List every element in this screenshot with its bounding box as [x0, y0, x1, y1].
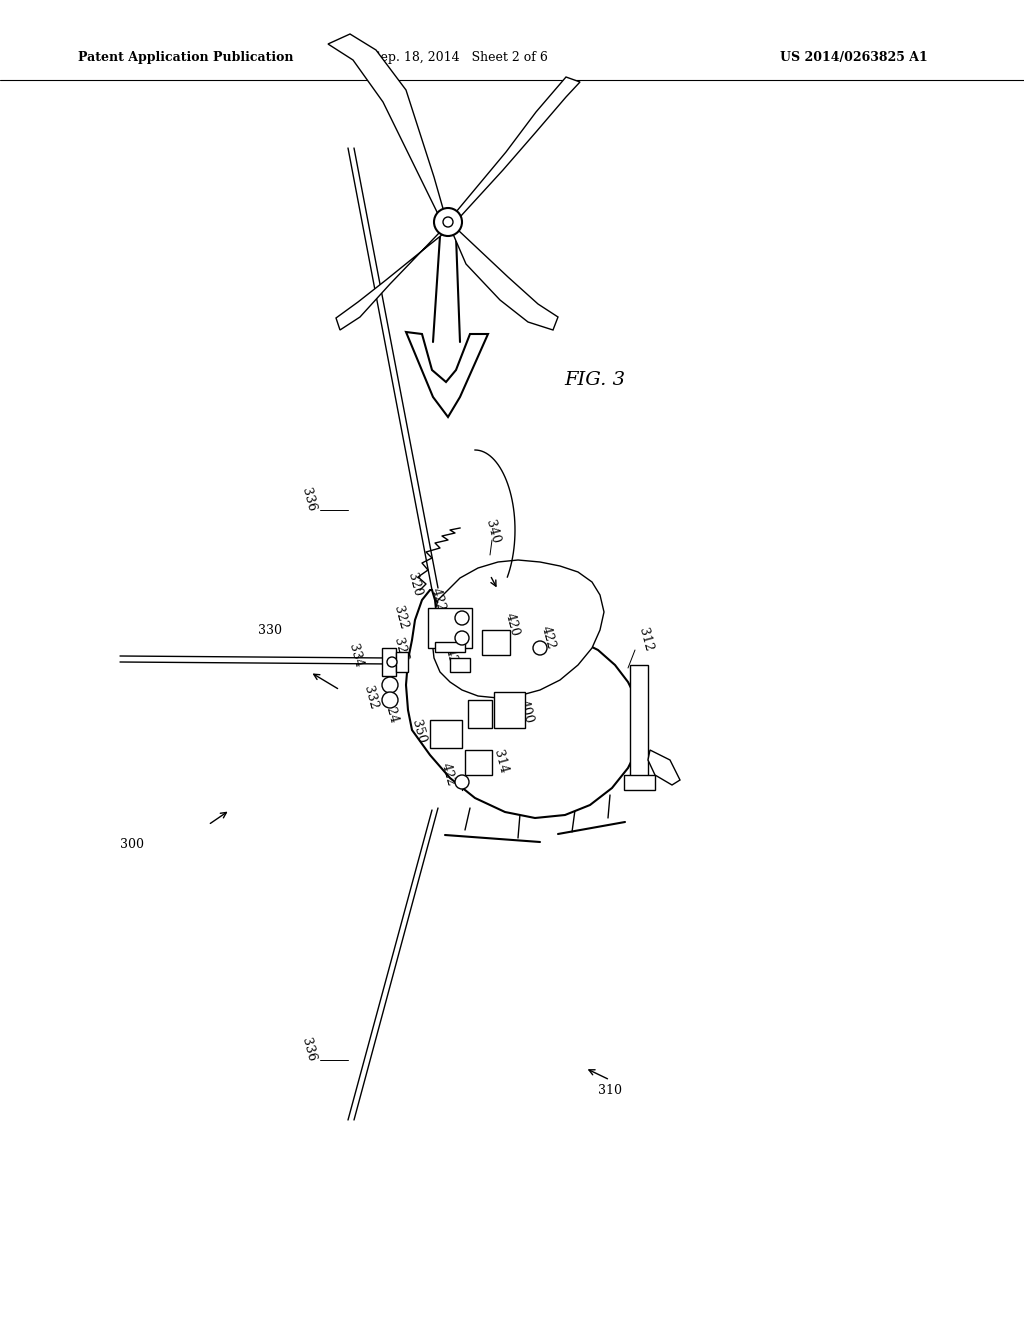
Text: 422: 422: [438, 762, 458, 788]
Text: 422: 422: [539, 624, 557, 651]
Text: Sep. 18, 2014   Sheet 2 of 6: Sep. 18, 2014 Sheet 2 of 6: [372, 51, 548, 65]
Text: 422: 422: [429, 587, 447, 614]
Polygon shape: [406, 590, 642, 818]
Text: Patent Application Publication: Patent Application Publication: [78, 51, 294, 65]
Polygon shape: [482, 630, 510, 655]
Polygon shape: [453, 230, 558, 330]
Polygon shape: [382, 648, 396, 676]
Text: 336: 336: [299, 1036, 317, 1064]
Polygon shape: [648, 750, 680, 785]
Text: 424: 424: [442, 647, 462, 673]
Polygon shape: [630, 665, 648, 780]
Circle shape: [534, 642, 547, 655]
Circle shape: [455, 775, 469, 789]
Polygon shape: [450, 657, 470, 672]
Text: 320: 320: [404, 572, 423, 598]
Polygon shape: [435, 642, 465, 652]
Text: 422: 422: [438, 624, 458, 651]
Text: 322: 322: [390, 605, 410, 631]
Polygon shape: [336, 232, 443, 330]
Polygon shape: [624, 775, 655, 789]
Text: 334: 334: [346, 643, 365, 669]
Polygon shape: [430, 719, 462, 748]
Polygon shape: [456, 77, 580, 216]
Polygon shape: [396, 652, 408, 672]
Circle shape: [455, 631, 469, 645]
Text: 370: 370: [488, 705, 507, 731]
Text: 420: 420: [503, 611, 521, 638]
Text: 340: 340: [482, 519, 502, 545]
Circle shape: [382, 677, 398, 693]
Circle shape: [434, 209, 462, 236]
Text: 314: 314: [490, 748, 509, 775]
Polygon shape: [428, 609, 472, 648]
Circle shape: [455, 611, 469, 624]
Text: 310: 310: [598, 1084, 622, 1097]
Text: FIG. 3: FIG. 3: [564, 371, 626, 389]
Text: 300: 300: [120, 838, 144, 851]
Polygon shape: [406, 333, 488, 417]
Circle shape: [387, 657, 397, 667]
Text: 330: 330: [258, 623, 282, 636]
Polygon shape: [432, 560, 604, 698]
Text: 332: 332: [360, 685, 379, 711]
Text: 400: 400: [517, 698, 536, 725]
Text: 336: 336: [299, 487, 317, 513]
Text: 324: 324: [381, 698, 399, 725]
Text: 350: 350: [409, 719, 427, 746]
Polygon shape: [328, 34, 444, 214]
Polygon shape: [494, 692, 525, 729]
Text: 312: 312: [636, 627, 654, 653]
Text: 326: 326: [390, 636, 410, 663]
Text: US 2014/0263825 A1: US 2014/0263825 A1: [780, 51, 928, 65]
Circle shape: [382, 692, 398, 708]
Circle shape: [443, 216, 453, 227]
Polygon shape: [468, 700, 492, 729]
Polygon shape: [465, 750, 492, 775]
